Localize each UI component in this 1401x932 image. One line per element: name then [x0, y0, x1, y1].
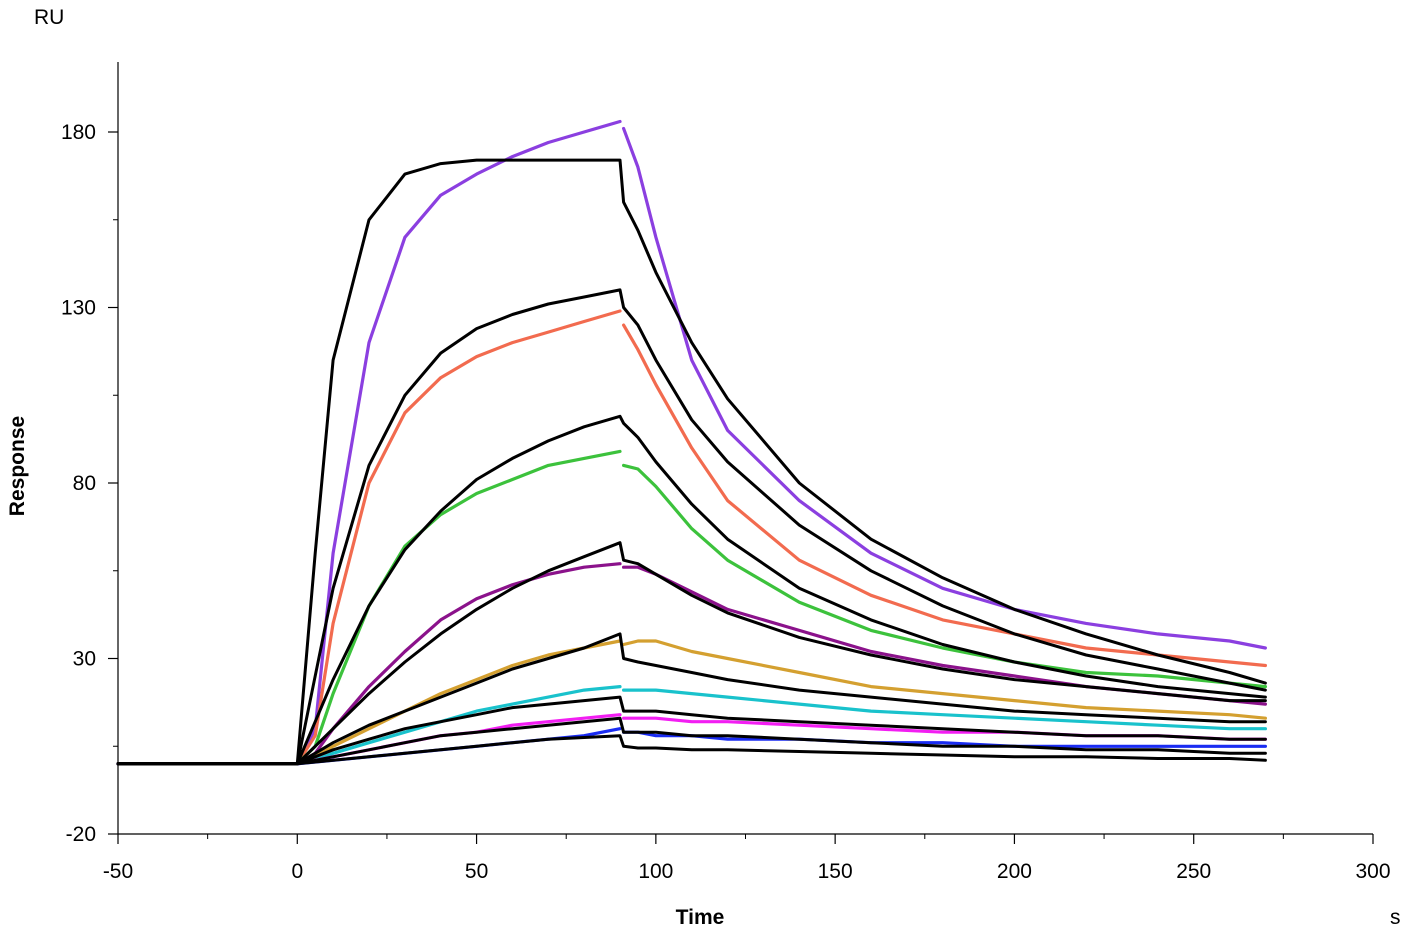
y-ticks: -20 30 80 130 180: [61, 121, 118, 846]
x-ticks: -50 0 50 100 150 200 250 300: [103, 834, 1391, 883]
sensorgram-curve: [622, 688, 1267, 731]
fit-curve: [116, 734, 1267, 766]
sensorgram-curve: [622, 463, 1267, 689]
sensorgram-curve: [116, 727, 622, 766]
sensorgram-curve: [116, 309, 622, 766]
x-tick-label: 300: [1355, 860, 1390, 883]
x-tick-label: 250: [1176, 860, 1211, 883]
y-tick-label: 130: [61, 297, 96, 320]
x-tick-label: 200: [997, 860, 1032, 883]
fit-curve: [116, 541, 1267, 766]
fit-curve: [116, 716, 1267, 766]
y-tick-label: 30: [73, 648, 96, 671]
x-unit-label: s: [1390, 906, 1401, 929]
y-tick-label: -20: [66, 823, 96, 846]
x-tick-label: 50: [465, 860, 488, 883]
x-tick-label: 150: [818, 860, 853, 883]
sensorgram-curve: [622, 639, 1267, 720]
x-tick-label: 0: [291, 860, 303, 883]
fit-curve: [116, 158, 1267, 766]
series-layer: [116, 119, 1267, 766]
fit-curve: [116, 414, 1267, 766]
y-tick-label: 80: [73, 472, 96, 495]
x-tick-label: -50: [103, 860, 133, 883]
x-axis-title: Time: [676, 906, 725, 929]
y-tick-label: 180: [61, 121, 96, 144]
y-unit-label: RU: [34, 6, 64, 29]
fit-curve: [116, 632, 1267, 766]
sensorgram-curve: [622, 323, 1267, 668]
sensorgram-curve: [116, 119, 622, 766]
sensorgram-curve: [116, 562, 622, 766]
y-axis-title: Response: [6, 416, 29, 516]
fit-curve: [116, 695, 1267, 766]
fit-curve: [116, 288, 1267, 766]
sensorgram-curve: [622, 126, 1267, 650]
x-tick-label: 100: [638, 860, 673, 883]
